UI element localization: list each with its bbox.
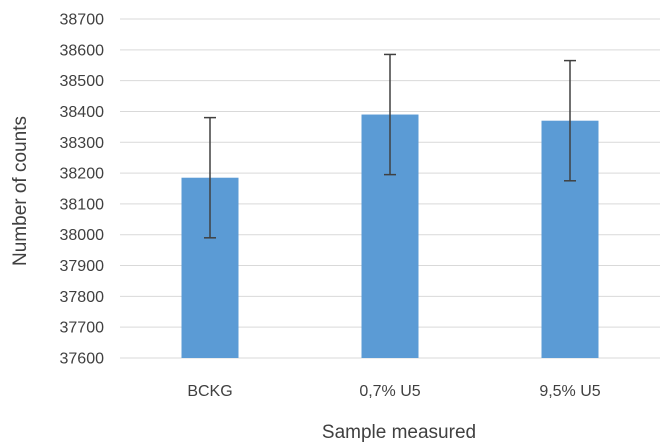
y-tick-label: 38100 (60, 196, 105, 213)
y-tick-label: 38600 (60, 42, 105, 59)
y-tick-label: 38500 (60, 73, 105, 90)
error-bar (384, 53, 396, 176)
y-tick-label: 38700 (60, 12, 105, 29)
error-bars (204, 53, 576, 239)
error-bar (564, 59, 576, 182)
y-tick-label: 38200 (60, 166, 105, 183)
x-tick-labels: BCKG 0,7% U5 9,5% U5 (187, 383, 600, 400)
y-tick-label: 38300 (60, 135, 105, 152)
y-axis-title: Number of counts (10, 116, 31, 266)
y-tick-label: 37900 (60, 258, 105, 275)
y-tick-labels: 37600 37700 37800 37900 38000 38100 38200 38300… (60, 12, 105, 368)
y-tick-label: 37800 (60, 289, 105, 306)
x-tick-label: 0,7% U5 (359, 383, 420, 400)
y-tick-label: 38400 (60, 104, 105, 121)
y-tick-label: 37700 (60, 320, 105, 337)
x-axis-title: Sample measured (322, 422, 476, 443)
x-tick-label: 9,5% U5 (539, 383, 600, 400)
y-tick-label: 37600 (60, 351, 105, 368)
y-tick-label: 38000 (60, 227, 105, 244)
x-tick-label: BCKG (187, 383, 232, 400)
error-bar (204, 116, 216, 239)
